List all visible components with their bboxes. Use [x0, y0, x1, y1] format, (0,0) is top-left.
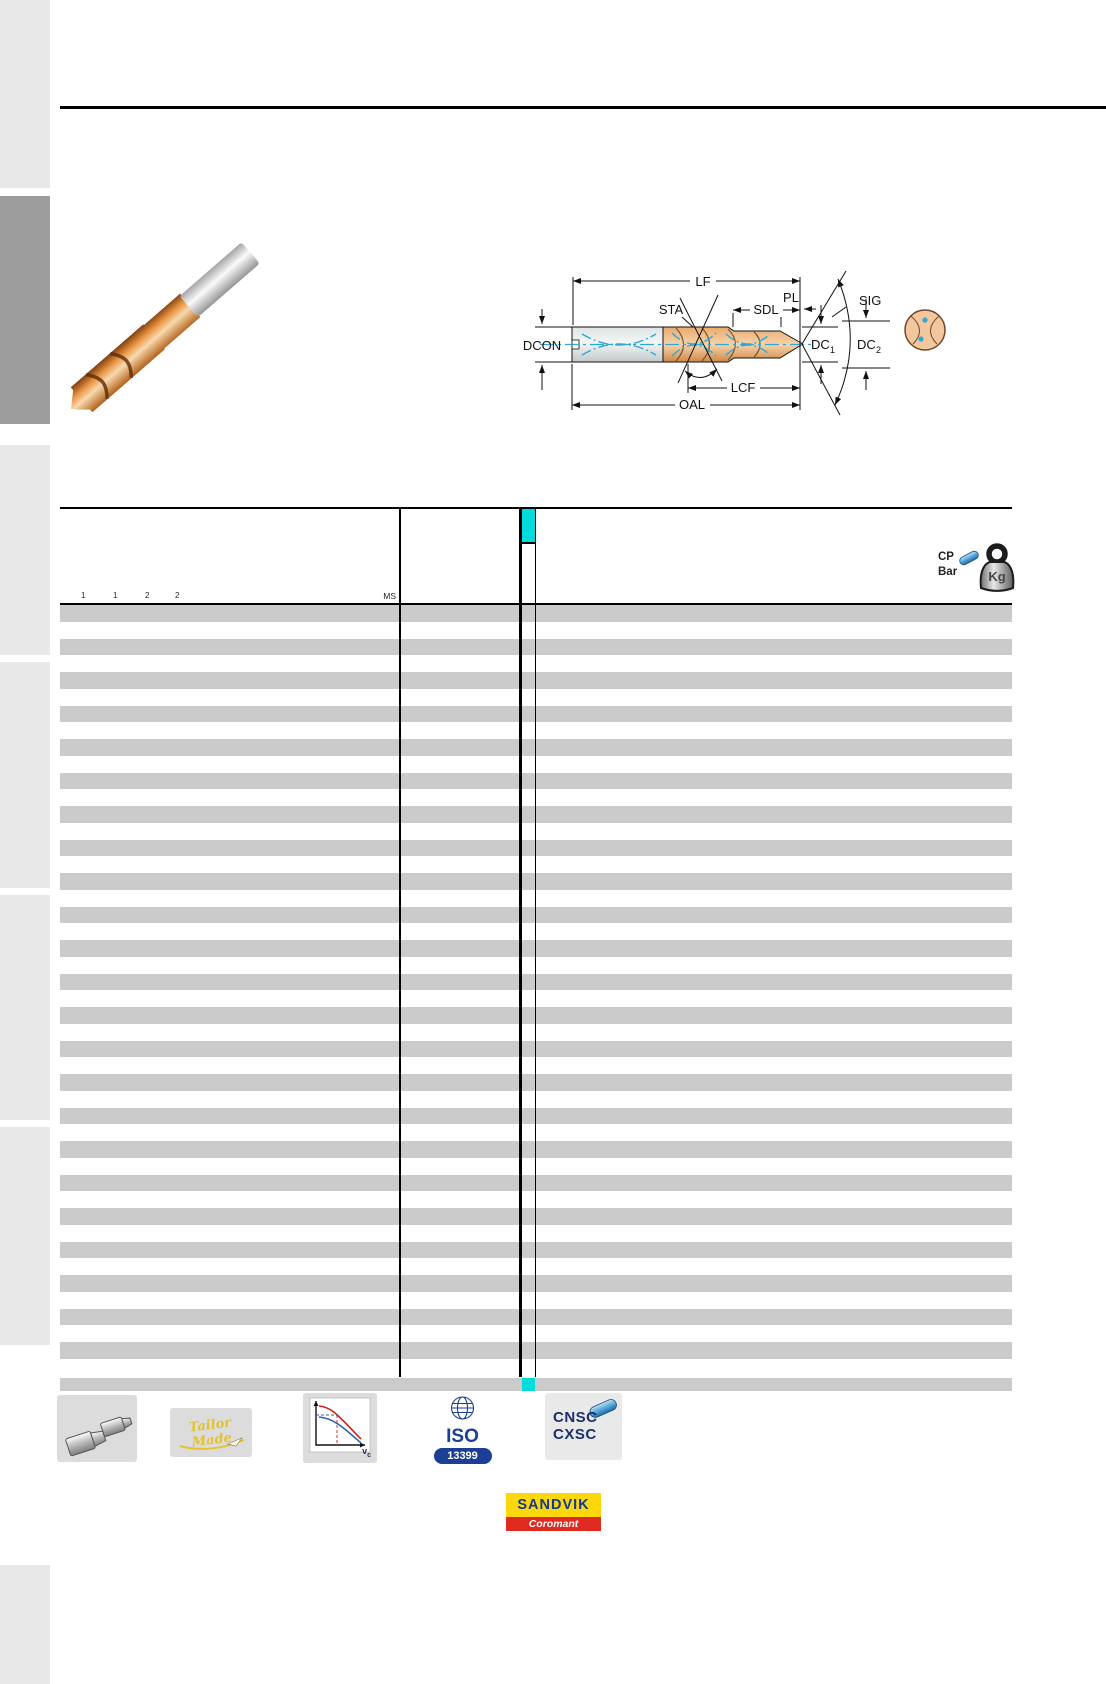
drill-section-view [904, 309, 946, 351]
header-footnote-mark: 1 [113, 591, 118, 600]
dim-sta-arc [684, 368, 718, 379]
sandvik-label: SANDVIK [517, 1497, 590, 1513]
kg-label: Kg [988, 569, 1005, 584]
coolant-centerlines [540, 332, 812, 357]
iso-label: ISO [446, 1426, 479, 1447]
table-row [60, 1308, 1012, 1325]
coolant-hole-icon [922, 317, 928, 323]
blue-bar-icon [589, 1399, 617, 1418]
label-sdl: SDL [753, 302, 778, 317]
table-row [60, 873, 1012, 890]
table-column-divider-1 [399, 508, 401, 1377]
kg-weight-icon: Kg [979, 543, 1015, 592]
label-dcon: DCON [523, 338, 561, 353]
table-row [60, 1275, 1012, 1292]
sidebar-tab-2-active [0, 196, 50, 424]
table-row [60, 1007, 1012, 1024]
table-row [60, 739, 1012, 756]
table-row [60, 1208, 1012, 1225]
drill-product-photo [70, 243, 259, 413]
label-sta: STA [659, 302, 684, 317]
table-row [60, 772, 1012, 789]
iso-13399-logo: ISO 13399 [425, 1393, 500, 1464]
label-sig: SIG [859, 293, 881, 308]
cutting-data-chart-icon: vc [303, 1393, 377, 1463]
ordering-column-highlight-bottom [522, 1377, 535, 1391]
coolant-pressure-bar-icon [959, 550, 979, 566]
table-row [60, 1040, 1012, 1057]
table-row [60, 906, 1012, 923]
modular-coupling-icon [57, 1395, 137, 1462]
table-row [60, 973, 1012, 990]
table-row [60, 806, 1012, 823]
drill-shank [180, 243, 259, 316]
coromant-wordmark: Coromant [506, 1517, 601, 1531]
cnsc-cxsc-logo: CNSC CXSC [545, 1393, 622, 1460]
header-ms-label: MS [383, 591, 396, 601]
table-row [60, 1107, 1012, 1124]
vc-axis-label: vc [362, 1446, 371, 1459]
table-row [60, 1141, 1012, 1158]
bar-label: Bar [938, 566, 958, 578]
sidebar-tab-7 [0, 1565, 50, 1684]
coolant-hole-icon [918, 336, 924, 342]
label-dc2: DC [857, 337, 876, 352]
table-row [60, 1342, 1012, 1359]
sandvik-coromant-logo: SANDVIK Coromant [506, 1493, 601, 1531]
table-column-divider-3 [534, 508, 536, 1377]
cnsc-label: CNSC [553, 1409, 598, 1426]
sidebar-tab-5 [0, 895, 50, 1120]
sidebar-tab-4 [0, 662, 50, 888]
header-rule [60, 106, 1106, 109]
table-body [60, 605, 1012, 1377]
globe-icon [450, 1396, 475, 1420]
header-footnote-mark: 1 [81, 591, 86, 600]
table-row [60, 839, 1012, 856]
coromant-label: Coromant [528, 1518, 579, 1530]
label-dc2-sub: 2 [876, 345, 881, 355]
sidebar-tab-3 [0, 445, 50, 655]
cxsc-label: CXSC [553, 1426, 597, 1443]
table-row [60, 605, 1012, 622]
label-lcf: LCF [731, 380, 756, 395]
dim-sig-arc [834, 278, 851, 406]
table-row [60, 672, 1012, 689]
ordering-column-highlight-top [522, 509, 535, 544]
cp-label: CP [938, 551, 954, 563]
label-dc1-sub: 1 [830, 345, 835, 355]
table-header-separator [60, 603, 1012, 605]
table-row [60, 1174, 1012, 1191]
label-dc1: DC [811, 337, 830, 352]
table-row [60, 705, 1012, 722]
sidebar-tab-1 [0, 0, 50, 188]
header-footnote-mark: 2 [145, 591, 150, 600]
dimension-diagram: LF PL SIG STA SDL DCON DC 1 DC 2 LCF OAL [523, 270, 946, 416]
tailor-made-logo: Tailor Made [170, 1408, 252, 1457]
table-row [60, 1241, 1012, 1258]
header-footnote-marks: 1 1 2 2 [60, 591, 400, 605]
sandvik-wordmark: SANDVIK [506, 1493, 601, 1517]
iso-number-badge: 13399 [433, 1448, 492, 1464]
sidebar-tab-6 [0, 1127, 50, 1345]
label-lf: LF [695, 274, 710, 289]
label-oal: OAL [679, 397, 705, 412]
label-pl: PL [783, 290, 799, 305]
table-row [60, 940, 1012, 957]
header-footnote-mark: 2 [175, 591, 180, 600]
table-column-divider-2 [519, 508, 522, 1377]
table-row [60, 1074, 1012, 1091]
table-bottom-band [60, 1377, 1012, 1391]
table-top-border [60, 507, 1012, 509]
table-row [60, 638, 1012, 655]
